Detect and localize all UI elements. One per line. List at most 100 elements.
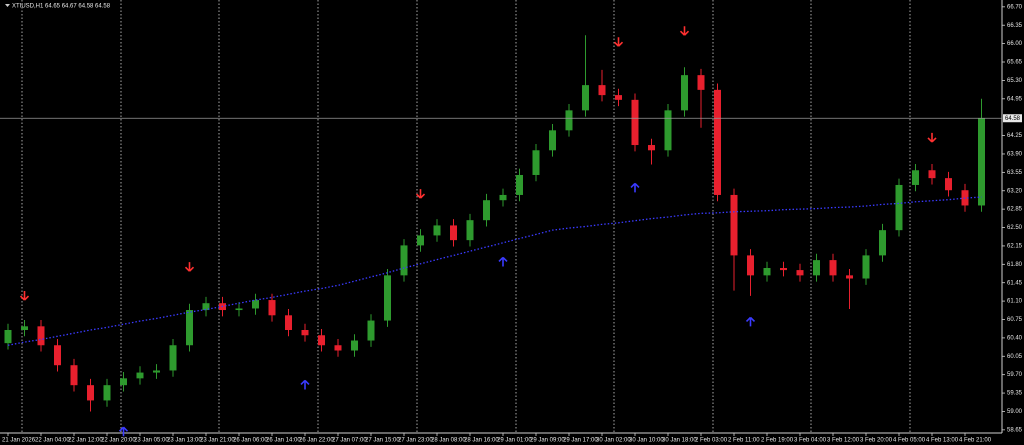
- candle-body: [648, 145, 655, 151]
- candle-body: [367, 320, 375, 341]
- candle-body: [895, 184, 903, 231]
- y-tick-label: 60.05: [1007, 354, 1023, 360]
- sell-arrow: [415, 189, 426, 199]
- candle-body: [318, 335, 325, 346]
- y-tick-label: 61.80: [1007, 262, 1023, 268]
- x-tick-label: 26 Jan 22:00: [299, 438, 334, 444]
- x-tick-label: 23 Jan 05:00: [134, 438, 169, 444]
- candle-body: [714, 89, 721, 195]
- x-tick-label: 4 Feb 21:00: [959, 438, 992, 444]
- candle-body: [466, 220, 474, 241]
- buy-arrow: [118, 426, 129, 437]
- y-tick-label: 65.30: [1007, 78, 1023, 84]
- candle-body: [334, 345, 342, 351]
- x-tick-label: 4 Feb 05:00: [893, 438, 926, 444]
- y-tick-label: 59.70: [1007, 372, 1023, 378]
- candle-body: [417, 235, 424, 246]
- candle-body: [450, 225, 457, 241]
- candle-body: [252, 300, 259, 309]
- x-tick-label: 22 Jan 04:00: [35, 438, 70, 444]
- candle-body: [54, 345, 61, 366]
- x-tick-label: 30 Jan 10:00: [629, 438, 664, 444]
- candle-body: [565, 110, 573, 131]
- buy-arrow: [630, 182, 640, 193]
- candle-body: [499, 194, 507, 201]
- candle-body: [153, 370, 160, 373]
- candle-body: [813, 260, 820, 276]
- candle-body: [697, 75, 705, 90]
- x-tick-label: 29 Jan 17:00: [563, 438, 598, 444]
- y-tick-label: 61.45: [1007, 280, 1023, 286]
- candle-body: [351, 340, 358, 351]
- candle-body: [631, 99, 639, 146]
- buy-arrow: [300, 379, 310, 390]
- candle-body: [945, 178, 952, 191]
- candle-body: [747, 255, 754, 276]
- candle-body: [912, 170, 919, 185]
- x-tick-label: 30 Jan 18:00: [662, 438, 697, 444]
- chart-title: XTIUSD,H1 64.65 64.67 64.58 64.58: [12, 4, 111, 10]
- x-tick-label: 27 Jan 15:00: [365, 438, 400, 444]
- buy-arrow: [745, 316, 756, 327]
- x-tick-label: 22 Jan 20:00: [101, 438, 136, 444]
- x-tick-label: 3 Feb 04:00: [794, 438, 827, 444]
- y-tick-label: 65.65: [1007, 60, 1023, 66]
- candle-body: [103, 385, 111, 401]
- candle-body: [582, 85, 589, 111]
- x-tick-label: 23 Jan 21:00: [200, 438, 235, 444]
- current-price-box: [1003, 114, 1022, 123]
- x-tick-label: 26 Jan 14:00: [266, 438, 301, 444]
- x-tick-label: 29 Jan 09:00: [530, 438, 565, 444]
- x-tick-label: 29 Jan 01:00: [497, 438, 532, 444]
- candle-body: [796, 270, 804, 276]
- y-tick-label: 63.20: [1007, 188, 1023, 194]
- candle-body: [928, 170, 936, 179]
- y-tick-label: 59.00: [1007, 409, 1023, 415]
- candle-body: [516, 174, 523, 195]
- period-separators: [21, 0, 911, 433]
- x-tick-label: 26 Jan 06:00: [233, 438, 268, 444]
- y-tick-label: 66.35: [1007, 23, 1023, 29]
- x-tick-label: 28 Jan 08:00: [431, 438, 466, 444]
- x-tick-label: 28 Jan 16:00: [464, 438, 499, 444]
- x-tick-label: 2 Feb 11:00: [728, 438, 760, 444]
- x-tick-label: 4 Feb 13:00: [926, 438, 959, 444]
- candle-body: [615, 95, 622, 100]
- candle-body: [549, 130, 556, 151]
- candle-body: [780, 267, 787, 271]
- candle-body: [400, 245, 408, 276]
- sell-arrow: [927, 132, 937, 143]
- x-tick-label: 27 Jan 23:00: [398, 438, 433, 444]
- candle-body: [846, 275, 853, 279]
- y-tick-label: 62.50: [1007, 225, 1023, 231]
- buy-arrow: [498, 256, 508, 267]
- candle-body: [301, 330, 309, 336]
- y-tick-label: 64.95: [1007, 96, 1023, 102]
- x-tick-label: 2 Feb 19:00: [761, 438, 794, 444]
- y-tick-label: 66.00: [1007, 41, 1023, 47]
- candle-body: [268, 300, 276, 316]
- x-tick-label: 27 Jan 07:00: [332, 438, 367, 444]
- y-tick-label: 61.10: [1007, 299, 1023, 305]
- y-tick-label: 62.85: [1007, 207, 1023, 213]
- candle-body: [879, 230, 886, 256]
- candle-body: [862, 255, 870, 279]
- candle-body: [70, 365, 78, 386]
- candle-body: [4, 330, 12, 344]
- y-tick-label: 60.75: [1007, 317, 1023, 323]
- candle-body: [120, 378, 127, 386]
- candle-body: [21, 326, 28, 331]
- current-price-label: 64.58: [1005, 116, 1021, 122]
- candle-body: [598, 85, 606, 96]
- candle-body: [664, 110, 672, 151]
- candle-body: [730, 194, 738, 256]
- candle-body: [186, 310, 193, 346]
- y-tick-label: 59.35: [1007, 391, 1023, 397]
- x-tick-label: 23 Jan 13:00: [167, 438, 202, 444]
- candle-body: [532, 150, 540, 175]
- x-tick-label: 30 Jan 02:00: [596, 438, 631, 444]
- candle-body: [202, 303, 210, 311]
- candle-body: [235, 308, 243, 311]
